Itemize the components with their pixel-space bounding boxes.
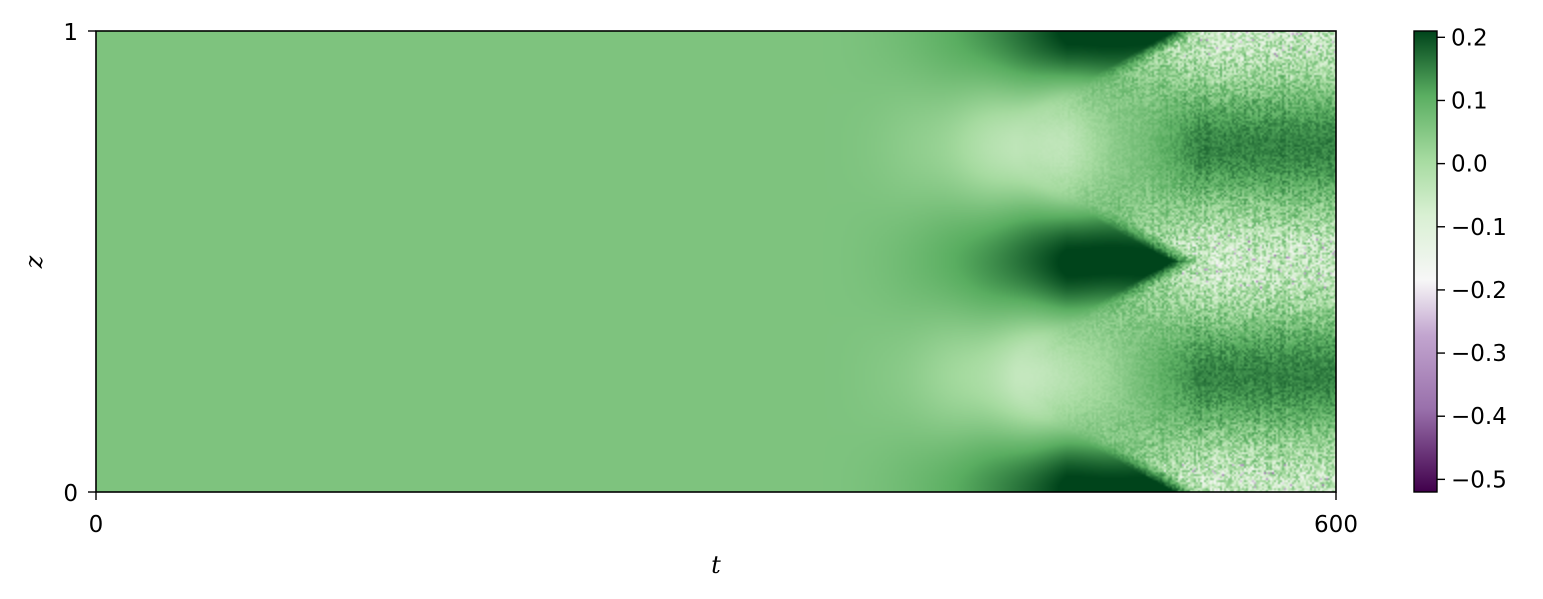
- colorbar-tick-label-3: −0.1: [1451, 215, 1507, 241]
- colorbar-tick-label-1: 0.1: [1451, 88, 1488, 114]
- y-axis: 1 0 z: [20, 20, 96, 507]
- colorbar-tick-label-7: −0.5: [1451, 467, 1507, 493]
- colorbar-tick-label-0: 0.2: [1451, 25, 1488, 51]
- colorbar-tick-label-4: −0.2: [1451, 278, 1507, 304]
- colorbar: 0.2 0.1 0.0 −0.1 −0.2 −0.3 −0.4 −0.5: [1413, 25, 1507, 493]
- plot-area: [95, 30, 1337, 493]
- y-axis-label: z: [20, 255, 48, 269]
- colorbar-tick-label-5: −0.3: [1451, 341, 1507, 367]
- colorbar-gradient: [1414, 31, 1437, 492]
- colorbar-tick-label-2: 0.0: [1451, 152, 1488, 178]
- x-tick-label-600: 600: [1314, 512, 1358, 538]
- colorbar-tick-label-6: −0.4: [1451, 404, 1507, 430]
- y-tick-label-1: 1: [63, 20, 78, 46]
- y-tick-label-0: 0: [63, 481, 78, 507]
- x-axis-label: t: [711, 551, 721, 579]
- colorbar-frame: [1413, 30, 1438, 493]
- colorbar-ticks: 0.2 0.1 0.0 −0.1 −0.2 −0.3 −0.4 −0.5: [1437, 25, 1507, 493]
- plot-frame: [95, 30, 1337, 493]
- heatmap-image-container: [96, 31, 1336, 492]
- heatmap-field: [96, 31, 1336, 492]
- x-tick-label-0: 0: [89, 512, 104, 538]
- x-axis: 0 600 t: [89, 492, 1358, 579]
